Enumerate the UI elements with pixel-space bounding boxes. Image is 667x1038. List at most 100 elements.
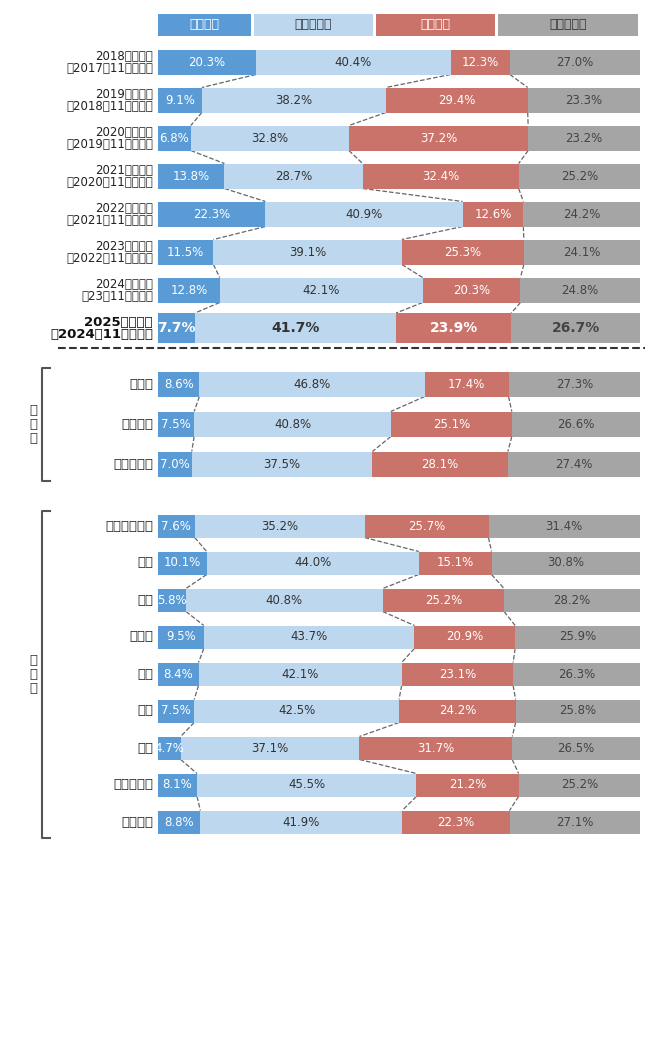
Bar bbox=[191, 126, 349, 151]
Text: 12.3%: 12.3% bbox=[462, 55, 499, 69]
Bar bbox=[423, 277, 520, 302]
Text: 20.3%: 20.3% bbox=[453, 283, 490, 297]
Bar bbox=[158, 411, 194, 437]
Bar bbox=[207, 551, 419, 574]
Text: 規: 規 bbox=[29, 432, 37, 444]
Bar bbox=[364, 515, 488, 538]
Text: 大企業: 大企業 bbox=[129, 378, 153, 390]
Text: 17.4%: 17.4% bbox=[448, 378, 486, 390]
Bar bbox=[158, 87, 202, 112]
Text: 38.2%: 38.2% bbox=[275, 93, 312, 107]
Bar bbox=[158, 773, 197, 796]
Bar bbox=[528, 87, 640, 112]
Text: 25.9%: 25.9% bbox=[559, 630, 596, 644]
Text: 40.4%: 40.4% bbox=[335, 55, 372, 69]
Text: 28.1%: 28.1% bbox=[422, 458, 459, 470]
Bar bbox=[349, 126, 528, 151]
Bar bbox=[419, 551, 492, 574]
Text: 8.4%: 8.4% bbox=[163, 667, 193, 681]
Text: 不動産: 不動産 bbox=[129, 630, 153, 644]
Bar bbox=[158, 515, 195, 538]
Text: 12.8%: 12.8% bbox=[170, 283, 207, 297]
Text: 24.8%: 24.8% bbox=[562, 283, 599, 297]
Bar bbox=[399, 700, 516, 722]
Text: 41.9%: 41.9% bbox=[283, 816, 320, 828]
Text: 26.5%: 26.5% bbox=[558, 741, 595, 755]
Text: （2021年11月調査）: （2021年11月調査） bbox=[66, 214, 153, 226]
Bar bbox=[158, 313, 195, 343]
Text: 6.8%: 6.8% bbox=[159, 132, 189, 144]
Bar bbox=[158, 164, 225, 189]
Bar bbox=[510, 811, 640, 834]
Text: 26.6%: 26.6% bbox=[557, 417, 594, 431]
Text: 悪化局面: 悪化局面 bbox=[420, 19, 450, 31]
Text: 22.3%: 22.3% bbox=[437, 816, 474, 828]
Text: 11.5%: 11.5% bbox=[167, 246, 204, 258]
Bar bbox=[199, 372, 425, 397]
Text: 2018年見通し: 2018年見通し bbox=[95, 51, 153, 63]
Text: 20.9%: 20.9% bbox=[446, 630, 484, 644]
Text: 21.2%: 21.2% bbox=[449, 778, 486, 792]
Bar bbox=[463, 201, 524, 226]
Bar bbox=[512, 411, 640, 437]
Text: 30.8%: 30.8% bbox=[547, 556, 584, 570]
Bar bbox=[219, 277, 423, 302]
Text: 13.8%: 13.8% bbox=[173, 169, 210, 183]
Bar bbox=[197, 773, 416, 796]
Text: 24.2%: 24.2% bbox=[563, 208, 600, 220]
Bar bbox=[498, 13, 638, 36]
Bar bbox=[376, 13, 495, 36]
Text: 10.1%: 10.1% bbox=[163, 556, 201, 570]
Bar bbox=[520, 277, 640, 302]
Text: （2017年11月調査）: （2017年11月調査） bbox=[66, 61, 153, 75]
Text: 42.5%: 42.5% bbox=[278, 705, 315, 717]
Bar bbox=[158, 372, 199, 397]
Text: 分からない: 分からない bbox=[549, 19, 587, 31]
Text: 2021年見通し: 2021年見通し bbox=[95, 164, 153, 177]
Text: 27.1%: 27.1% bbox=[556, 816, 594, 828]
Bar bbox=[518, 773, 640, 796]
Bar bbox=[195, 313, 396, 343]
Text: 9.1%: 9.1% bbox=[165, 93, 195, 107]
Bar bbox=[402, 240, 524, 265]
Bar bbox=[158, 277, 219, 302]
Bar bbox=[504, 589, 640, 611]
Bar bbox=[158, 589, 186, 611]
Text: 23.2%: 23.2% bbox=[566, 132, 603, 144]
Text: 2022年見通し: 2022年見通し bbox=[95, 202, 153, 216]
Text: 46.8%: 46.8% bbox=[293, 378, 331, 390]
Text: 31.4%: 31.4% bbox=[546, 519, 583, 532]
Text: 35.2%: 35.2% bbox=[261, 519, 298, 532]
Bar bbox=[508, 452, 640, 476]
Bar bbox=[191, 452, 372, 476]
Bar bbox=[512, 737, 640, 760]
Text: 27.4%: 27.4% bbox=[556, 458, 593, 470]
Text: 32.4%: 32.4% bbox=[422, 169, 460, 183]
Bar bbox=[524, 201, 640, 226]
Bar bbox=[528, 126, 640, 151]
Bar bbox=[158, 452, 191, 476]
Bar bbox=[158, 811, 200, 834]
Bar bbox=[265, 201, 463, 226]
Text: 44.0%: 44.0% bbox=[294, 556, 331, 570]
Text: 別: 別 bbox=[29, 404, 37, 416]
Text: 建設: 建設 bbox=[137, 594, 153, 606]
Text: 28.2%: 28.2% bbox=[554, 594, 591, 606]
Text: 37.2%: 37.2% bbox=[420, 132, 457, 144]
Bar bbox=[186, 589, 383, 611]
Bar bbox=[512, 313, 640, 343]
Text: 25.3%: 25.3% bbox=[444, 246, 482, 258]
Text: （2018年11月調査）: （2018年11月調査） bbox=[66, 100, 153, 112]
Text: 2023年見通し: 2023年見通し bbox=[95, 241, 153, 253]
Bar bbox=[199, 662, 402, 685]
Text: 40.8%: 40.8% bbox=[274, 417, 311, 431]
Bar bbox=[515, 626, 640, 649]
Bar bbox=[158, 13, 251, 36]
Text: 24.2%: 24.2% bbox=[439, 705, 476, 717]
Text: 28.7%: 28.7% bbox=[275, 169, 312, 183]
Text: （2019年11月調査）: （2019年11月調査） bbox=[66, 137, 153, 151]
Bar bbox=[372, 452, 508, 476]
Text: 別: 別 bbox=[29, 654, 37, 666]
Text: 43.7%: 43.7% bbox=[291, 630, 327, 644]
Bar bbox=[204, 626, 414, 649]
